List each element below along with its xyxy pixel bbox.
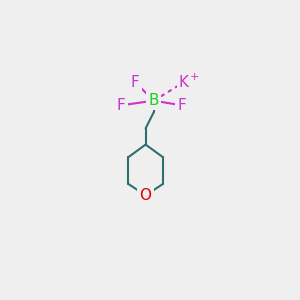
Text: F: F [117,98,126,113]
Text: F: F [131,75,140,90]
Text: K: K [179,75,189,90]
Text: +: + [190,72,199,82]
Text: B: B [148,93,159,108]
Text: O: O [140,188,152,203]
Text: F: F [177,98,186,113]
